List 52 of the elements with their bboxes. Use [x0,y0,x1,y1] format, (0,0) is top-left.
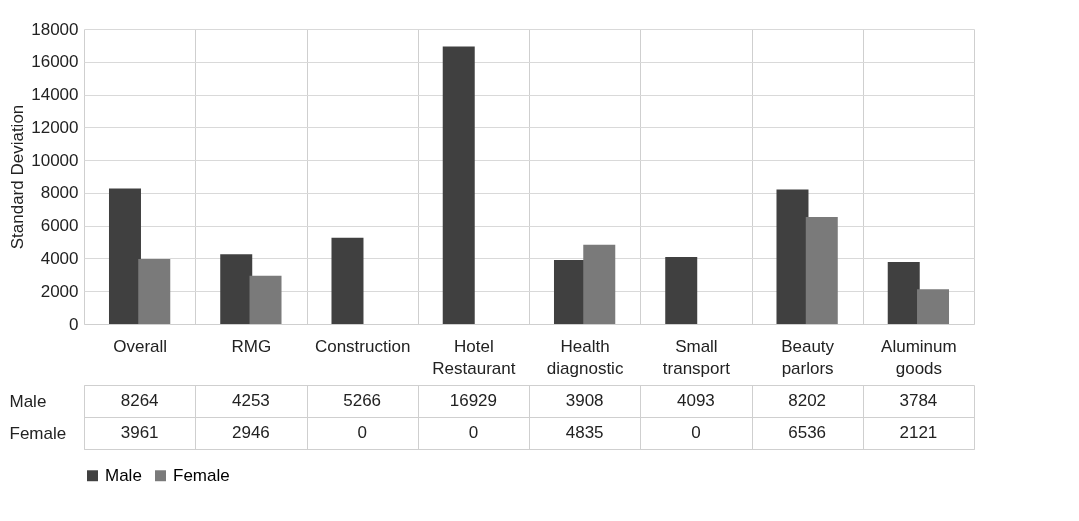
y-tick-label: 18000 [31,19,79,39]
y-tick-label: 14000 [31,85,79,105]
data-label: 8264 [120,391,159,410]
y-tick-label: 6000 [40,216,79,236]
bar [442,46,475,324]
bar [108,188,141,324]
bar [805,216,838,324]
data-label: 3961 [120,423,159,442]
data-label: 3784 [899,391,938,410]
y-tick-label: 8000 [40,183,79,203]
y-tick-label: 12000 [31,117,79,137]
bar [583,244,616,324]
text: Female [9,423,67,443]
x-tick-label: Overall [113,336,168,356]
x-tick-label: Small transport [662,336,731,378]
data-label: 6536 [788,423,827,442]
x-tick-label: Aluminum goods [881,336,957,378]
y-tick-label: 16000 [31,52,79,72]
data-label: 0 [357,423,367,442]
data-label: 0 [691,423,701,442]
y-tick-label: 2000 [40,281,79,301]
y-tick-label: 10000 [31,150,79,170]
y-tick-label: 4000 [40,248,79,268]
bar [776,189,809,324]
data-label: 3908 [565,391,604,410]
data-label: 8202 [788,391,827,410]
bar [553,259,586,324]
y-tick-label: 0 [69,314,79,334]
data-label: 4253 [231,391,270,410]
data-label: 4093 [676,391,715,410]
legend-label: Female [173,465,230,485]
x-tick-label: Health diagnostic [546,336,624,378]
text: Male [9,391,47,411]
bar [665,256,698,324]
y-axis-title: Standard Deviation [8,104,28,250]
bar [249,275,282,324]
bar [331,237,364,324]
data-label: 2946 [231,423,270,442]
bar [917,289,950,324]
data-label: 5266 [343,391,382,410]
data-label: 4835 [565,423,604,442]
x-tick-label: Hotel Restaurant [432,336,516,378]
legend-label: Male [105,465,142,485]
bar [220,254,253,324]
x-tick-label: RMG [231,336,272,356]
data-label: 2121 [899,423,938,442]
data-label: 0 [468,423,479,442]
bar [138,259,171,324]
x-tick-label: Construction [314,336,411,356]
bar [887,261,920,324]
x-tick-label: Beauty parlors [781,336,835,378]
data-label: 16929 [449,391,498,410]
